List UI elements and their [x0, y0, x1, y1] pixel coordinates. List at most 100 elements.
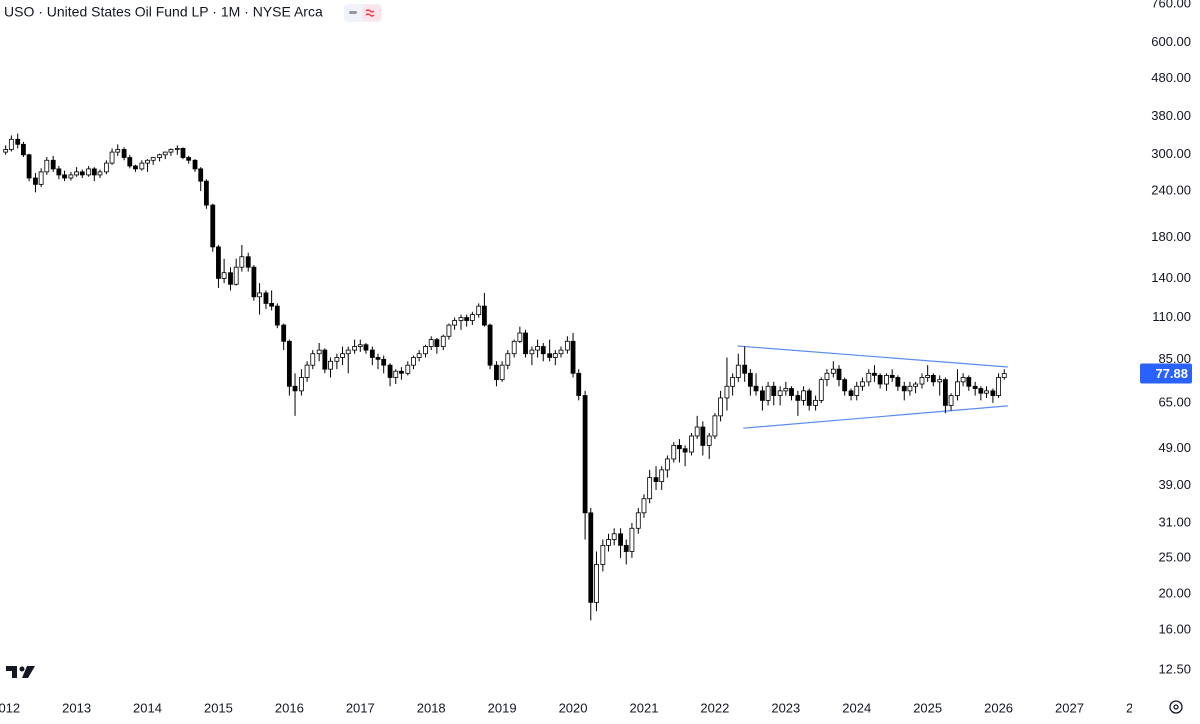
candle-body: [15, 138, 21, 145]
candle-body: [50, 159, 56, 170]
candle-body: [44, 159, 50, 173]
candle-body: [26, 154, 32, 179]
last-price-box: [1140, 363, 1192, 384]
candle-body: [576, 372, 582, 396]
y-tick-label: 240.00: [1151, 182, 1191, 197]
trendline: [737, 345, 1008, 368]
candle-body: [3, 149, 9, 153]
candle-body: [937, 379, 943, 383]
candle-body: [783, 388, 789, 392]
candle-body: [517, 332, 523, 342]
x-tick-label: 2019: [488, 700, 517, 715]
candle-body: [866, 372, 872, 383]
settings-icon[interactable]: [1169, 700, 1183, 714]
candle-body: [919, 377, 925, 385]
candle-body: [801, 390, 806, 401]
candle-body: [689, 435, 694, 453]
candle-body: [203, 180, 209, 206]
candle-body: [416, 353, 422, 358]
candle-body: [38, 171, 44, 185]
badge-pink: [362, 5, 381, 21]
candle-body: [582, 395, 588, 514]
candle-body: [990, 390, 996, 396]
price-axis: 760.00 600.00 480.00 380.00 300.00 240.00 180.…: [1140, 0, 1192, 677]
trendline: [743, 405, 1008, 429]
candle-body: [228, 272, 233, 285]
candle-body: [494, 364, 499, 381]
x-tick-label: 2015: [204, 700, 233, 715]
plot-area: 2012 2013 2014 2015 2016 2017 2018 2019 2020 2021…: [0, 133, 1132, 715]
x-tick-label: 2026: [984, 700, 1013, 715]
candle-body: [996, 377, 1001, 396]
candle-body: [735, 364, 741, 378]
candle-body: [86, 168, 92, 176]
x-tick-label: 2023: [771, 700, 800, 715]
candle-body: [216, 246, 221, 279]
candle-body: [357, 344, 363, 347]
logo[interactable]: [6, 666, 35, 678]
candle-body: [765, 385, 771, 401]
y-tick-label: 600.00: [1151, 34, 1191, 49]
candle-body: [659, 469, 665, 483]
candle-body: [458, 317, 464, 321]
x-tick-label: 2020: [559, 700, 588, 715]
candle-body: [742, 364, 748, 374]
candle-body: [984, 390, 989, 394]
candle-body: [286, 340, 292, 387]
candle-body: [310, 353, 316, 366]
candle-body: [292, 385, 298, 392]
candle-body: [56, 168, 62, 176]
candle-body: [180, 148, 186, 158]
x-tick-label: 2017: [346, 700, 375, 715]
y-tick-label: 12.50: [1158, 662, 1191, 677]
candle-body: [150, 157, 156, 161]
candle-body: [552, 353, 558, 358]
x-tick-label: 2022: [700, 700, 729, 715]
gear-core: [1173, 704, 1179, 710]
candle-body: [127, 157, 133, 167]
logo-v: [22, 666, 35, 678]
candle-body: [795, 395, 801, 401]
candle-body: [677, 445, 682, 450]
candle-body: [760, 390, 765, 401]
candle-body: [540, 346, 546, 355]
candle-body: [978, 388, 984, 394]
candle-body: [115, 149, 121, 153]
candle-body: [960, 377, 966, 383]
header-badges[interactable]: [344, 4, 382, 22]
candle-body: [328, 360, 333, 370]
y-tick-label: 31.00: [1158, 514, 1191, 529]
candle-body: [352, 346, 358, 351]
candle-body: [872, 372, 877, 376]
candle-body: [806, 390, 812, 406]
candle-body: [499, 364, 505, 381]
logo-dot: [19, 666, 25, 672]
candle-body: [33, 177, 38, 185]
x-tick-label: 2025: [913, 700, 942, 715]
candle-body: [452, 320, 458, 326]
candle-body: [281, 324, 287, 342]
candle-body: [653, 477, 659, 483]
candle-body: [245, 256, 251, 268]
candle-body: [469, 314, 475, 321]
candle-body: [375, 357, 381, 360]
candle-body: [842, 379, 848, 392]
y-tick-label: 65.00: [1158, 394, 1191, 409]
candle-body: [145, 159, 150, 164]
candle-body: [251, 266, 257, 298]
x-tick-label: 2014: [133, 700, 162, 715]
candle-body: [68, 174, 74, 179]
candle-body: [930, 374, 936, 383]
candle-body: [109, 151, 115, 164]
candle-body: [860, 381, 865, 387]
candle-body: [877, 374, 883, 385]
candle-body: [369, 349, 375, 358]
candle-body: [157, 154, 162, 158]
candle-body: [547, 353, 553, 358]
last-price-label: 77.88: [1155, 366, 1188, 381]
candle-body: [771, 385, 777, 396]
candle-body: [393, 370, 399, 378]
candle-body: [263, 292, 269, 304]
y-tick-label: 25.00: [1158, 549, 1191, 564]
